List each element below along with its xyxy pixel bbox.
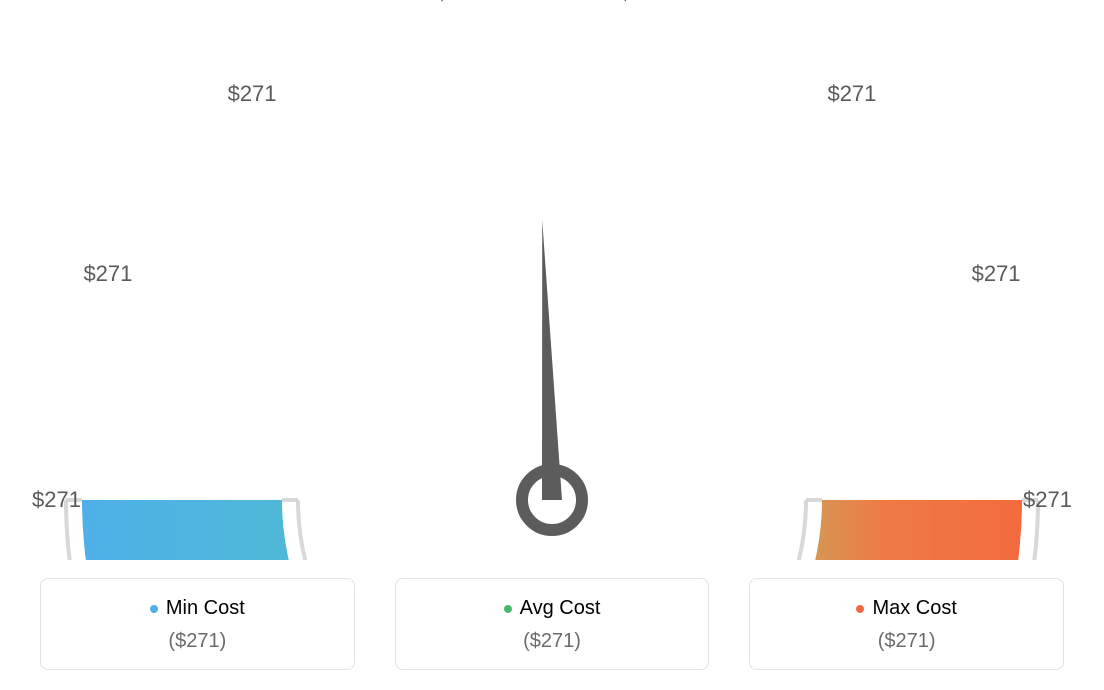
legend-card-max: Max Cost ($271) <box>749 578 1064 670</box>
gauge-svg <box>0 0 1104 560</box>
gauge-tick-label: $271 <box>1023 487 1072 513</box>
legend-row: Min Cost ($271) Avg Cost ($271) Max Cost… <box>40 578 1064 670</box>
legend-title-avg: Avg Cost <box>504 597 601 620</box>
legend-value: ($271) <box>51 630 344 653</box>
legend-label: Avg Cost <box>520 597 601 620</box>
legend-card-avg: Avg Cost ($271) <box>395 578 710 670</box>
gauge-tick-label: $271 <box>827 81 876 107</box>
dot-icon <box>856 605 864 613</box>
gauge-tick-label: $271 <box>972 261 1021 287</box>
chart-container: $271 $271 $271 $271 $271 $271 $271 $271 Min Cos… <box>0 0 1104 690</box>
legend-value: ($271) <box>760 630 1053 653</box>
legend-value: ($271) <box>406 630 699 653</box>
legend-title-min: Min Cost <box>150 597 245 620</box>
legend-card-min: Min Cost ($271) <box>40 578 355 670</box>
gauge: $271 $271 $271 $271 $271 $271 $271 $271 <box>0 0 1104 560</box>
gauge-tick-label: $271 <box>228 81 277 107</box>
dot-icon <box>150 605 158 613</box>
legend-label: Min Cost <box>166 597 245 620</box>
dot-icon <box>504 605 512 613</box>
legend-title-max: Max Cost <box>856 597 956 620</box>
gauge-tick-label: $271 <box>32 487 81 513</box>
gauge-tick-label: $271 <box>619 0 668 6</box>
gauge-tick-label: $271 <box>436 0 485 6</box>
gauge-tick-label: $271 <box>83 261 132 287</box>
legend-label: Max Cost <box>872 597 956 620</box>
